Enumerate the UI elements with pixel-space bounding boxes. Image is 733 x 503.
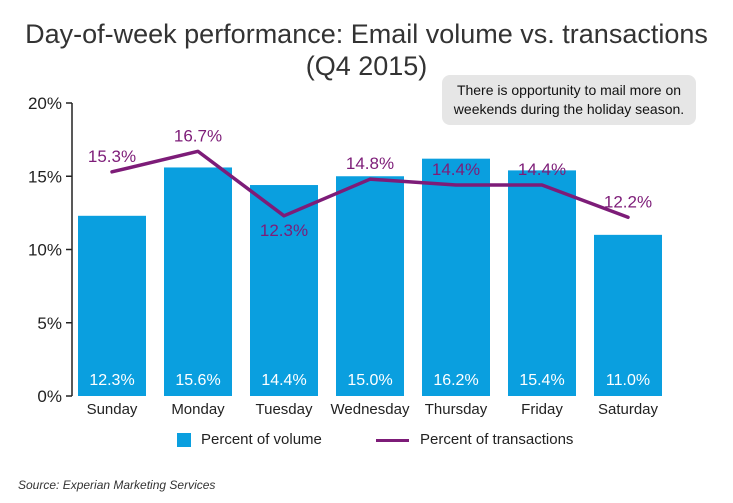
y-tick-label: 20% <box>28 94 62 113</box>
bar-value-label: 11.0% <box>606 372 650 389</box>
chart-title-main: Day-of-week performance: Email volume vs… <box>25 19 708 49</box>
bar-value-label: 15.4% <box>519 372 564 389</box>
bar-value-label: 16.2% <box>433 372 478 389</box>
bar <box>250 185 318 396</box>
x-tick-label: Monday <box>171 401 225 418</box>
bar <box>508 170 576 396</box>
y-tick-label: 5% <box>37 314 62 333</box>
x-tick-label: Friday <box>521 401 563 418</box>
bar-value-label: 15.0% <box>347 372 392 389</box>
line-value-label: 14.4% <box>518 160 566 179</box>
line-value-label: 16.7% <box>174 126 222 145</box>
bar <box>164 167 232 396</box>
y-tick-label: 15% <box>28 167 62 186</box>
annotation-callout: There is opportunity to mail more on wee… <box>442 75 696 125</box>
line-value-label: 14.8% <box>346 154 394 173</box>
line-value-label: 14.4% <box>432 160 480 179</box>
bar <box>594 234 662 396</box>
legend-volume-swatch <box>177 433 191 447</box>
legend-volume-label: Percent of volume <box>201 431 322 448</box>
y-tick-label: 0% <box>37 387 62 406</box>
line-value-label: 12.2% <box>604 192 652 211</box>
legend-transactions-swatch <box>376 439 409 442</box>
chart-subtitle: (Q4 2015) <box>305 51 428 81</box>
x-tick-label: Thursday <box>425 401 488 418</box>
bar <box>336 176 404 396</box>
x-tick-label: Tuesday <box>256 401 313 418</box>
bar-value-label: 12.3% <box>89 372 134 389</box>
bar <box>78 215 146 396</box>
bar-value-label: 15.6% <box>175 372 220 389</box>
line-value-label: 12.3% <box>260 221 308 240</box>
source-note: Source: Experian Marketing Services <box>18 478 216 492</box>
transactions-line <box>110 149 630 220</box>
x-tick-label: Sunday <box>87 401 138 418</box>
x-tick-label: Saturday <box>598 401 659 418</box>
bar-value-label: 14.4% <box>261 372 306 389</box>
chart-title: Day-of-week performance: Email volume vs… <box>0 18 733 82</box>
legend: Percent of volume Percent of transaction… <box>0 430 733 454</box>
y-tick-label: 10% <box>28 241 62 260</box>
x-tick-label: Wednesday <box>331 401 410 418</box>
legend-transactions-label: Percent of transactions <box>420 431 574 448</box>
bar <box>422 158 490 396</box>
line-value-label: 15.3% <box>88 147 136 166</box>
